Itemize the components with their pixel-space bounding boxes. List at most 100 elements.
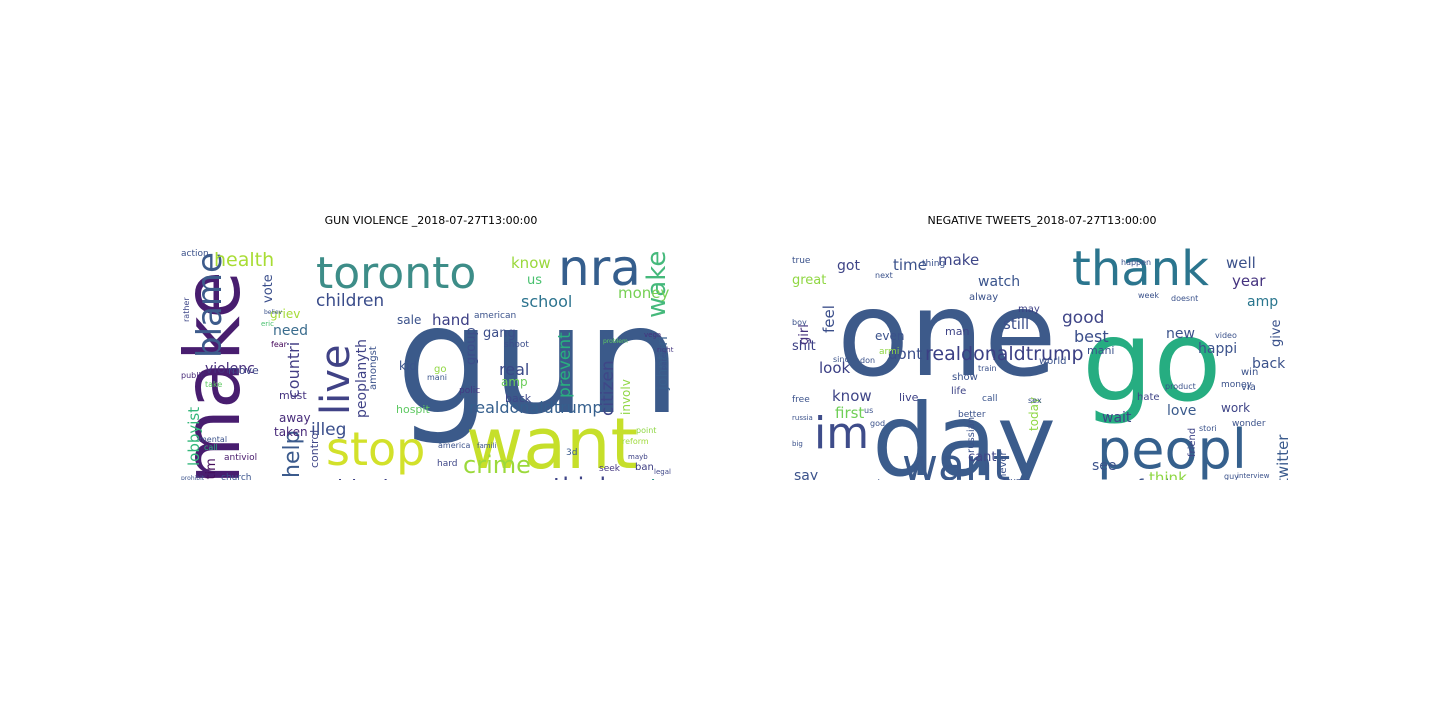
- word-even: even: [875, 329, 904, 343]
- word-interview: interview: [1237, 472, 1270, 480]
- word-thing: thing: [922, 259, 945, 269]
- word-love: love: [1167, 403, 1196, 419]
- word-action: action: [181, 249, 209, 259]
- word-money: money: [618, 284, 670, 302]
- word-hard: hard: [437, 459, 457, 469]
- word-fear: fear: [271, 340, 288, 349]
- word-made: made: [860, 479, 886, 480]
- word-one: one: [837, 265, 1057, 403]
- word-antiviol: antiviol: [224, 453, 257, 463]
- word-don: don: [860, 356, 875, 365]
- word-better: better: [958, 410, 986, 420]
- word-mental: mental: [199, 435, 227, 444]
- word-doesnt: doesnt: [1171, 294, 1198, 303]
- word-hospit: hospit: [396, 403, 430, 416]
- word-call: call: [982, 394, 997, 404]
- wordcloud-panel-gun-violence: GUN VIOLENCE _2018-07-27T13:00:00 gun mak…: [181, 212, 681, 480]
- word-got: got: [837, 258, 860, 274]
- word-big: big: [792, 440, 803, 448]
- word-feel: feel: [820, 305, 838, 333]
- word-money: money: [1221, 380, 1253, 390]
- word-call: call: [204, 443, 218, 452]
- word-first: first: [835, 404, 864, 422]
- word-life: life: [951, 386, 966, 397]
- word-lobbyist: lobbyist: [185, 407, 203, 466]
- word-vega: vega: [644, 331, 661, 339]
- word-via: via: [1241, 382, 1256, 393]
- word-go: go: [1082, 297, 1222, 427]
- word-shoot: shoot: [504, 340, 529, 350]
- wordcloud: gun make want toronto nra stop live blame crime b…: [181, 239, 681, 480]
- word-want: want: [466, 403, 638, 480]
- word-win: win: [1241, 367, 1258, 378]
- word-god: god: [870, 419, 885, 428]
- word-today: today: [1027, 397, 1041, 431]
- word-happen: happen: [1121, 258, 1151, 267]
- word-crime: crime: [463, 451, 531, 479]
- word-time: time: [893, 256, 927, 274]
- word-video: video: [1215, 331, 1237, 340]
- word-show: show: [952, 372, 978, 383]
- word-eric: eric: [261, 320, 274, 328]
- word-famili: famili: [477, 442, 496, 450]
- word-prohibit: prohibit: [181, 475, 205, 480]
- word-product: product: [1165, 382, 1196, 391]
- word-griev: griev: [270, 307, 300, 321]
- word-health: health: [214, 249, 274, 271]
- word-work: work: [1221, 401, 1250, 415]
- word-via: via: [637, 477, 670, 480]
- word-stop: stop: [326, 422, 425, 476]
- word-give: give: [1269, 319, 1284, 347]
- word-russia: russia: [792, 414, 813, 422]
- word-true: true: [792, 256, 811, 266]
- word-go: go: [434, 364, 446, 375]
- word-real: real: [499, 360, 529, 379]
- word-week: week: [1138, 291, 1159, 300]
- word-kid: kid: [399, 359, 417, 373]
- word-think: think: [1149, 469, 1187, 480]
- word-think: think: [553, 473, 614, 480]
- word-sex: sex: [1028, 396, 1042, 405]
- word-live: live: [899, 391, 919, 404]
- word-year: year: [1232, 272, 1266, 290]
- word-realdonaldtrump: realdonaldtrump: [469, 398, 603, 417]
- word-great: great: [792, 273, 826, 288]
- word-dont: dont: [888, 345, 922, 363]
- word-sinc: sinc: [833, 355, 849, 364]
- word-twitter: twitter: [1274, 434, 1292, 480]
- word-mani: mani: [427, 373, 447, 382]
- word-peopl: peopl: [1097, 418, 1247, 480]
- panel-title: NEGATIVE TWEETS_2018-07-27T13:00:00: [927, 214, 1157, 227]
- word-nra: nra: [558, 239, 641, 297]
- word-violenc: violenc: [205, 361, 255, 377]
- word-never: never: [998, 450, 1009, 480]
- word-may: may: [1018, 304, 1040, 315]
- panel-title: GUN VIOLENCE _2018-07-27T13:00:00: [324, 214, 538, 227]
- word-boy: boy: [792, 318, 807, 327]
- word-amp: amp: [501, 375, 528, 389]
- word-mani: mani: [1087, 344, 1114, 357]
- word-us: us: [527, 273, 542, 288]
- word-wait: wait: [1102, 410, 1132, 426]
- word-alway: alway: [969, 292, 998, 303]
- word-rather: rather: [182, 297, 191, 322]
- word-see: see: [1092, 458, 1117, 474]
- word-realdonaldtrump: realdonaldtrump: [925, 343, 1084, 365]
- word-children: children: [316, 291, 384, 311]
- word-amp: amp: [1247, 294, 1278, 310]
- word-back: back: [505, 392, 532, 405]
- word-church: church: [221, 473, 252, 480]
- word-still: still: [1003, 315, 1029, 333]
- word-must: must: [279, 389, 307, 402]
- word-polic: polic: [459, 386, 480, 396]
- word-friend: friend: [1187, 428, 1198, 457]
- word-shit: shit: [792, 339, 816, 354]
- word-best: best: [1074, 327, 1109, 346]
- word-im: im: [814, 408, 869, 459]
- word-reform: reform: [622, 437, 649, 446]
- word-citizen: citizen: [598, 360, 618, 416]
- wordcloud-panel-negative-tweets: NEGATIVE TWEETS_2018-07-27T13:00:00 one g…: [792, 212, 1292, 480]
- word-work: work: [588, 479, 608, 480]
- word-new: new: [1166, 326, 1195, 342]
